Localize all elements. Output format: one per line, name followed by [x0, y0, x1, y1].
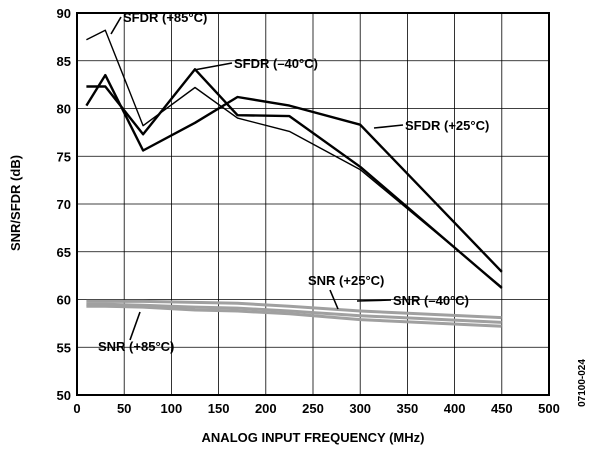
- grid: [77, 13, 549, 395]
- y-tick-label: 65: [57, 245, 71, 260]
- annotation-leader: [373, 124, 404, 129]
- x-tick-label: 0: [73, 401, 80, 416]
- y-tick-label: 90: [57, 6, 71, 21]
- x-tick-label: 500: [538, 401, 560, 416]
- tick-labels: 0 50 100 150 200 250 300 350 400 450 5005055606570…: [57, 6, 560, 416]
- annotations: SFDR (+85°C) SFDR (–40°C) SFDR (+25°C) SNR …: [98, 10, 489, 354]
- annotation-label: SNR (+25°C): [308, 273, 384, 288]
- annotation-label: SFDR (+25°C): [405, 118, 489, 133]
- annotation-leader: [193, 62, 233, 71]
- figure-id: 07100-024: [577, 359, 588, 407]
- series-lines: [85, 29, 503, 328]
- annotation-label: SNR (+85°C): [98, 339, 174, 354]
- y-tick-label: 75: [57, 149, 71, 164]
- y-axis-label: SNR/SFDR (dB): [8, 155, 23, 251]
- y-tick-label: 50: [57, 388, 71, 403]
- series-line: [86, 68, 503, 289]
- annotation-leader: [110, 16, 122, 35]
- annotation-label: SFDR (+85°C): [123, 10, 207, 25]
- x-tick-label: 150: [208, 401, 230, 416]
- x-axis-label: ANALOG INPUT FREQUENCY (MHz): [202, 430, 425, 445]
- series-line: [86, 302, 502, 324]
- y-tick-label: 55: [57, 340, 71, 355]
- annotation-label: SFDR (–40°C): [234, 56, 318, 71]
- series-line: [86, 304, 502, 328]
- x-tick-label: 400: [444, 401, 466, 416]
- x-tick-label: 250: [302, 401, 324, 416]
- series-line: [86, 299, 502, 320]
- annotation-leader: [129, 311, 141, 341]
- y-tick-label: 85: [57, 54, 71, 69]
- x-tick-label: 300: [349, 401, 371, 416]
- y-tick-label: 60: [57, 293, 71, 308]
- x-tick-label: 200: [255, 401, 277, 416]
- annotation-leader: [356, 299, 392, 302]
- series-line: [85, 73, 503, 273]
- x-tick-label: 350: [397, 401, 419, 416]
- y-tick-label: 70: [57, 197, 71, 212]
- y-tick-label: 80: [57, 102, 71, 117]
- x-tick-label: 450: [491, 401, 513, 416]
- annotation-leader: [329, 289, 339, 310]
- annotation-label: SNR (–40°C): [393, 293, 469, 308]
- x-tick-label: 100: [161, 401, 183, 416]
- plot-frame: [76, 12, 550, 396]
- series-line: [86, 29, 503, 288]
- x-tick-label: 50: [117, 401, 131, 416]
